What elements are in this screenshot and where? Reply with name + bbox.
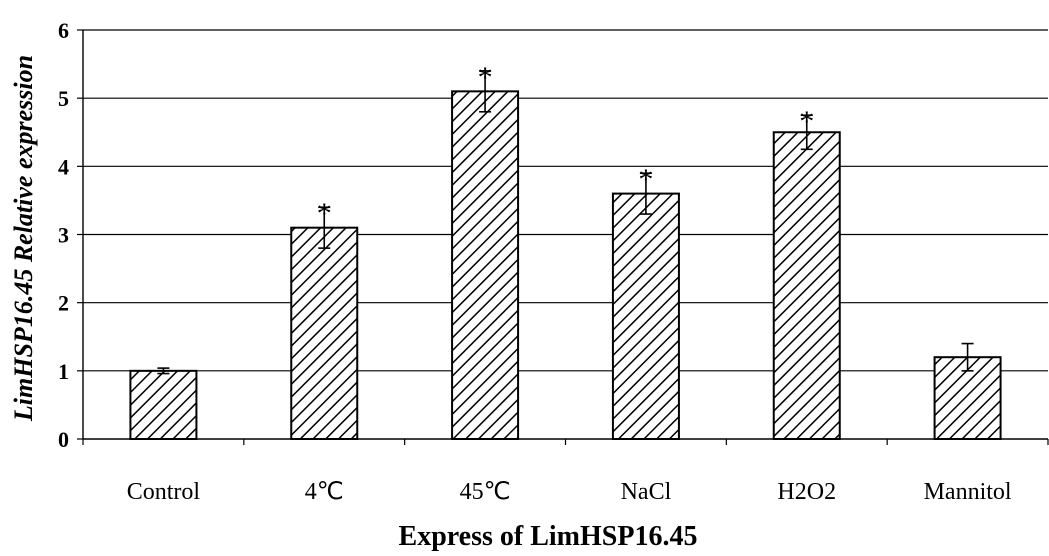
y-tick-label: 5 xyxy=(58,86,69,111)
x-axis-title: Express of LimHSP16.45 xyxy=(399,521,698,552)
gridlines xyxy=(83,29,1048,372)
y-axis-title: LimHSP16.45 Relative expression xyxy=(9,55,38,422)
y-tick-label: 3 xyxy=(58,223,69,248)
bar xyxy=(290,226,359,440)
y-tick-label: 4 xyxy=(58,154,69,179)
bar xyxy=(772,131,841,440)
significance-marker: * xyxy=(317,197,332,230)
significance-marker: * xyxy=(799,105,814,138)
significance-marker: * xyxy=(478,61,493,94)
x-category-label: Control xyxy=(127,479,201,505)
x-category-label: NaCl xyxy=(621,479,672,505)
x-category-label: Mannitol xyxy=(924,479,1012,505)
bars xyxy=(129,70,1002,441)
y-tick-label: 0 xyxy=(58,427,69,452)
significance-marker: * xyxy=(638,163,653,196)
x-category-label: 45℃ xyxy=(460,479,511,505)
bar xyxy=(611,192,680,440)
y-tick-label: 6 xyxy=(58,18,69,43)
y-tick-label: 2 xyxy=(58,291,69,316)
bar xyxy=(451,90,520,440)
labels: 0 1 2 3 4 5 6 Control * 4℃ * 45℃ * NaCl * H2O2 Mannitol xyxy=(58,18,1012,505)
axes xyxy=(77,29,1049,445)
x-category-label: 4℃ xyxy=(305,479,344,505)
bar xyxy=(129,369,198,441)
x-category-label: H2O2 xyxy=(777,479,836,505)
y-tick-label: 1 xyxy=(58,359,69,384)
